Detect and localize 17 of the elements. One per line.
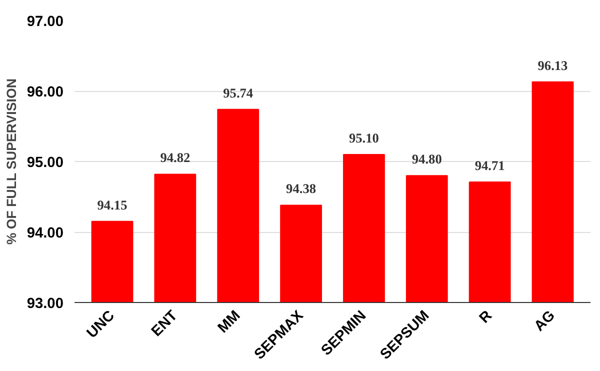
y-tick-label: 96.00	[26, 84, 64, 100]
x-tick-label: AG	[532, 308, 558, 335]
y-tick-label: 97.00	[26, 14, 64, 30]
data-label: 96.13	[538, 58, 568, 73]
data-label: 94.80	[412, 152, 442, 167]
data-label: 95.10	[348, 130, 380, 146]
x-tick-label: R	[476, 308, 496, 327]
y-tick-label: 95.00	[26, 155, 64, 171]
y-tick-label: 94.00	[26, 226, 64, 242]
data-label: 94.71	[474, 158, 505, 173]
data-label: 94.38	[286, 181, 316, 196]
x-tick-label: MM	[215, 308, 244, 336]
y-axis-title: % OF FULL SUPERVISION	[4, 78, 19, 245]
y-tick-label: 93.00	[26, 296, 64, 312]
data-label: 94.15	[97, 197, 128, 212]
data-label: 94.82	[160, 150, 191, 166]
data-label: 95.74	[223, 85, 254, 100]
